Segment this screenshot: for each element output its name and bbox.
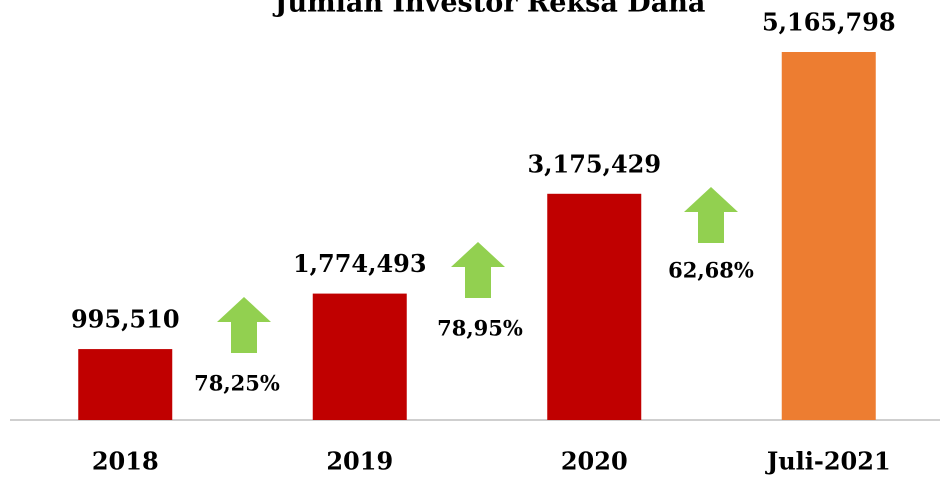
x-tick-label: Juli-2021 bbox=[765, 447, 891, 476]
x-tick-label: 2020 bbox=[561, 447, 628, 476]
bar bbox=[781, 52, 876, 420]
bar bbox=[312, 293, 407, 420]
growth-label: 62,68% bbox=[668, 258, 754, 283]
growth-arrow bbox=[451, 242, 505, 298]
growth-label: 78,25% bbox=[194, 371, 280, 396]
bar bbox=[547, 193, 642, 420]
chart-title: Jumlah Investor Reksa Dana bbox=[273, 0, 706, 19]
value-label: 1,774,493 bbox=[293, 249, 427, 278]
x-tick-label: 2018 bbox=[92, 447, 159, 476]
bar bbox=[78, 349, 173, 420]
value-label: 5,165,798 bbox=[762, 8, 896, 37]
value-label: 995,510 bbox=[71, 305, 180, 334]
value-label: 3,175,429 bbox=[527, 149, 661, 178]
growth-arrow bbox=[217, 297, 271, 353]
growth-arrow bbox=[684, 187, 738, 243]
x-tick-label: 2019 bbox=[326, 447, 393, 476]
growth-label: 78,95% bbox=[437, 316, 523, 341]
